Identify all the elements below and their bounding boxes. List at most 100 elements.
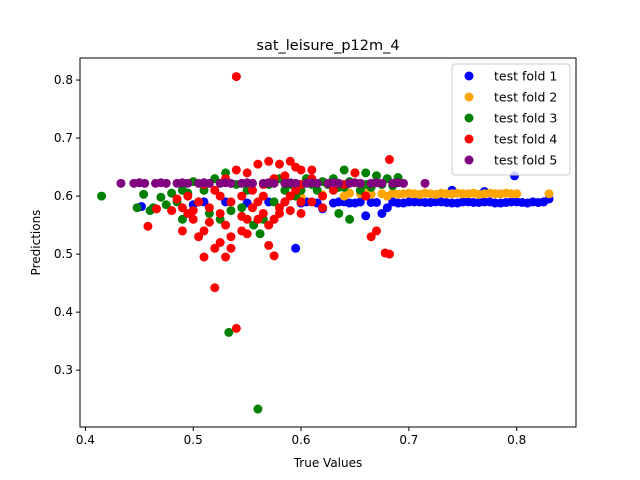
- data-point: [264, 156, 274, 166]
- data-point: [431, 189, 441, 199]
- data-point: [506, 197, 516, 207]
- data-point: [156, 178, 166, 188]
- data-point: [274, 208, 284, 218]
- data-point: [280, 171, 290, 181]
- data-point: [350, 178, 360, 188]
- x-tick-label: 0.5: [184, 433, 203, 447]
- data-point: [285, 178, 295, 188]
- data-point: [442, 197, 452, 207]
- data-point: [231, 323, 241, 333]
- data-point: [296, 208, 306, 218]
- points-layer: [97, 72, 554, 414]
- legend-label: test fold 2: [494, 90, 557, 105]
- data-point: [485, 197, 495, 207]
- data-point: [339, 165, 349, 175]
- data-point: [274, 159, 284, 169]
- x-tick-label: 0.8: [507, 433, 526, 447]
- data-point: [355, 197, 365, 207]
- data-point: [377, 208, 387, 218]
- data-point: [452, 198, 462, 208]
- data-point: [280, 197, 290, 207]
- legend-label: test fold 4: [494, 132, 557, 147]
- data-point: [291, 243, 301, 253]
- data-point: [242, 178, 252, 188]
- data-point: [156, 192, 166, 202]
- data-point: [242, 168, 252, 178]
- data-point: [269, 251, 279, 261]
- data-point: [382, 203, 392, 213]
- data-point: [269, 214, 279, 224]
- data-point: [210, 185, 220, 195]
- data-point: [255, 229, 265, 239]
- data-point: [167, 188, 177, 198]
- data-point: [226, 206, 236, 216]
- data-point: [152, 204, 162, 214]
- data-point: [242, 229, 252, 239]
- data-point: [463, 189, 473, 199]
- data-point: [204, 203, 214, 213]
- data-point: [215, 191, 225, 201]
- data-point: [431, 197, 441, 207]
- data-point: [183, 191, 193, 201]
- data-point: [253, 404, 263, 414]
- y-tick-label: 0.7: [54, 131, 73, 145]
- data-point: [269, 197, 279, 207]
- data-point: [496, 189, 506, 199]
- data-point: [372, 178, 382, 188]
- data-point: [474, 189, 484, 199]
- data-point: [420, 188, 430, 198]
- series-2: [296, 188, 554, 202]
- data-point: [398, 189, 408, 199]
- legend: test fold 1 test fold 2 test fold 3 test fo…: [451, 63, 571, 176]
- data-point: [377, 189, 387, 199]
- data-point: [420, 197, 430, 207]
- data-point: [334, 208, 344, 218]
- data-point: [318, 203, 328, 213]
- data-point: [452, 188, 462, 198]
- data-point: [221, 178, 231, 188]
- data-point: [97, 191, 107, 201]
- x-tick-label: 0.4: [76, 433, 95, 447]
- data-point: [177, 178, 187, 188]
- data-point: [221, 252, 231, 262]
- data-point: [143, 221, 153, 231]
- ticks-layer: 0.4 0.5 0.6 0.7 0.8 0.3 0.4 0.5 0.6 0.7 0.8: [54, 73, 526, 447]
- legend-label: test fold 3: [494, 111, 557, 126]
- data-point: [366, 232, 376, 242]
- data-point: [334, 197, 344, 207]
- legend-marker: [464, 134, 474, 144]
- plot-frame: [79, 57, 577, 428]
- data-point: [307, 178, 317, 188]
- data-point: [194, 232, 204, 242]
- data-point: [307, 197, 317, 207]
- data-point: [194, 197, 204, 207]
- legend-label: test fold 5: [494, 153, 557, 168]
- data-point: [442, 189, 452, 199]
- data-point: [237, 211, 247, 221]
- data-point: [226, 243, 236, 253]
- data-point: [258, 208, 268, 218]
- data-point: [393, 178, 403, 188]
- data-point: [264, 220, 274, 230]
- data-point: [345, 198, 355, 208]
- data-point: [226, 232, 236, 242]
- data-point: [420, 178, 430, 188]
- data-point: [231, 165, 241, 175]
- y-tick-label: 0.6: [54, 189, 73, 203]
- data-point: [199, 252, 209, 262]
- y-tick-label: 0.5: [54, 247, 73, 261]
- data-point: [372, 171, 382, 181]
- x-tick-label: 0.6: [291, 433, 310, 447]
- data-point: [345, 214, 355, 224]
- data-point: [237, 191, 247, 201]
- data-point: [312, 185, 322, 195]
- data-point: [199, 178, 209, 188]
- data-point: [361, 191, 371, 201]
- data-point: [172, 194, 182, 204]
- data-point: [350, 168, 360, 178]
- data-point: [517, 197, 527, 207]
- data-point: [224, 327, 234, 337]
- data-point: [210, 243, 220, 253]
- data-point: [544, 189, 554, 199]
